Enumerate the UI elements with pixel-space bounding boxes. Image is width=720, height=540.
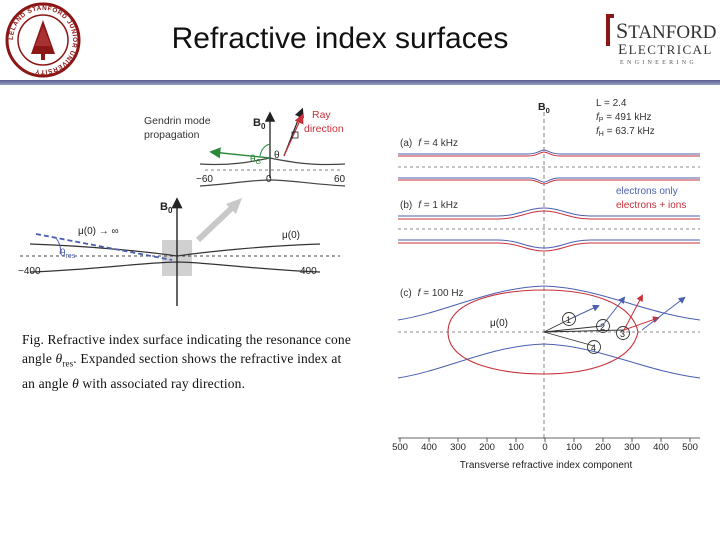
svg-text:(c)f = 100 Hz: (c) f = 100 Hz [400,288,464,299]
x-tick-label: 500 [392,442,408,453]
param-fh-val: = 63.7 kHz [604,126,655,137]
zoom-axis-right: 60 [334,174,346,185]
main-b0-label: B [160,201,168,213]
main-axis-left: −400 [18,266,41,277]
legend-electrons-ions: electrons + ions [616,200,686,211]
gendrin-label-line1: Gendrin mode [144,115,211,127]
mu-infinity-label: μ(0) → ∞ [78,226,119,237]
x-axis-label: Transverse refractive index component [460,460,633,471]
panel-b-f: f [418,200,422,211]
param-l: L = 2.4 [596,98,627,109]
theta-res-sub: res [66,253,76,260]
x-tick-label: 100 [566,442,582,453]
theta-g-sub: G [256,159,261,166]
logo-lectrical: LECTRICAL [629,42,713,57]
panel-b-tag: (b) [400,200,412,211]
svg-text:(a)f = 4 kHz: (a) f = 4 kHz [400,138,458,149]
svg-text:STANFORD: STANFORD [616,18,716,43]
panel-a-f: f [418,138,422,149]
ray-label-line2: direction [304,123,344,135]
zoom-axis-center: 0 [266,174,272,185]
marker-1: 1 [566,315,571,325]
x-tick-label: 500 [682,442,698,453]
slide-title: Refractive index surfaces [171,22,509,55]
param-fh-sub: H [599,131,604,138]
panel-b-val: = 1 kHz [421,200,458,211]
x-axis-ticks: 500 400 300 200 100 0 100 200 300 400 500 [392,438,698,453]
svg-text:B0: B0 [160,201,173,215]
svg-text:θres: θres [60,248,76,260]
caption-res-sub: res [62,358,74,369]
caption-end: with associated ray direction. [78,375,246,391]
zoom-axis-left: −60 [196,174,213,185]
panel-a-val: = 4 kHz [421,138,458,149]
logo-s: S [616,18,628,43]
param-fp-val: = 491 kHz [603,112,651,123]
svg-text:fH = 63.7 kHz: fH = 63.7 kHz [596,126,655,138]
logo-engineering: ENGINEERING [620,60,697,66]
marker-2: 2 [600,322,605,332]
x-tick-label: 100 [508,442,524,453]
legend-electrons-only: electrons only [616,186,678,197]
caption-suffix: . Expanded section shows the refractive … [22,351,342,391]
x-tick-label: 300 [450,442,466,453]
svg-text:fP = 491 kHz: fP = 491 kHz [596,112,652,124]
zoom-b0-label: B [253,117,261,129]
param-fh: f [596,126,600,137]
stanford-electrical-engineering-logo: STANFORD ELECTRICAL ENGINEERING [604,10,720,70]
panel-c-tag: (c) [400,288,412,299]
panel-a-tag: (a) [400,138,412,149]
x-tick-label: 400 [421,442,437,453]
svg-text:B0: B0 [538,101,550,115]
header-divider [0,80,720,85]
marker-3: 3 [620,329,625,339]
refractive-surfaces-by-frequency-figure: B0 L = 2.4 fP = 491 kHz fH = 63.7 kHz (a… [388,92,720,476]
main-axis-right: 400 [300,266,317,277]
mu-zero-label: μ(0) [282,230,300,241]
refractive-index-surface-diagram: B0 Gendrin mode propagation Ray directio… [0,96,360,316]
caption-prefix: Fig. Refractive index surface indicating… [22,332,351,366]
right-b0-sub: 0 [546,106,550,115]
svg-text:ELECTRICAL: ELECTRICAL [618,42,713,58]
main-b0-sub: 0 [168,206,173,215]
param-fp-sub: P [599,117,604,124]
panel-c-val: = 100 Hz [420,288,463,299]
x-tick-label: 0 [542,442,547,453]
x-tick-label: 300 [624,442,640,453]
mu-zero-right: μ(0) [490,318,508,329]
logo-tanford: TANFORD [628,22,716,43]
ray-label-line1: Ray [312,109,331,121]
theta-res-label: θ [60,248,66,259]
stanford-seal-icon: LELAND STANFORD JUNIOR UNIVERSITY [4,2,82,78]
x-tick-label: 200 [479,442,495,453]
x-tick-label: 400 [653,442,669,453]
svg-text:(b)f = 1 kHz: (b) f = 1 kHz [400,200,458,211]
x-tick-label: 200 [595,442,611,453]
caption-theta-res: θ [55,351,63,366]
right-b0-label: B [538,101,546,113]
panel-c-f: f [418,288,422,299]
logo-e: E [618,42,629,58]
gendrin-label-line2: propagation [144,129,200,141]
marker-4: 4 [591,343,596,353]
caption-theta: θ [72,375,79,391]
figure-caption: Fig. Refractive index surface indicating… [22,330,354,393]
svg-text:θG: θG [250,154,261,166]
param-fp: f [596,112,600,123]
theta-g-label: θ [250,154,256,165]
zoom-b0-sub: 0 [261,122,266,131]
theta-label: θ [274,150,280,161]
svg-text:B0: B0 [253,117,266,131]
